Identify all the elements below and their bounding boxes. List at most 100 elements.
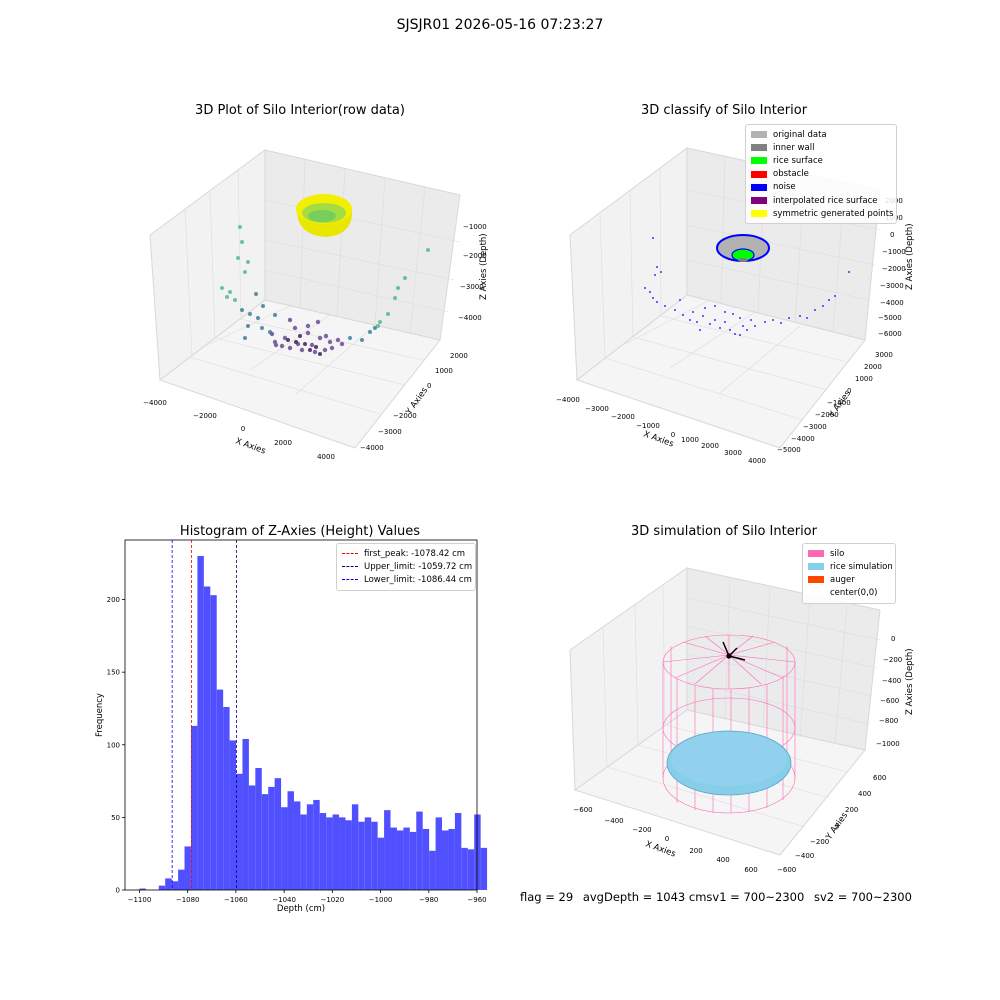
raw-xtick: −2000: [193, 412, 217, 420]
classify-ztick: −1000: [882, 248, 906, 256]
histogram-bar: [184, 846, 191, 890]
status-flag: flag = 29: [520, 890, 574, 904]
histogram-bar: [178, 869, 185, 890]
histogram-bar: [242, 738, 249, 890]
simulation-ztick: −400: [882, 677, 901, 685]
histogram-ytick-label: 100: [107, 741, 120, 749]
legend-swatch: [751, 157, 767, 165]
classify-ytick: −5000: [777, 446, 801, 454]
raw-3d-plot: −4000 −2000 0 2000 4000 2000 1000 0 −200…: [143, 149, 489, 461]
raw-ztick: −1000: [463, 223, 487, 231]
histogram-bar: [255, 768, 262, 890]
classify-xtick: 2000: [701, 442, 719, 450]
legend-item: rice surface: [751, 154, 891, 167]
classify-noise-points: [644, 237, 850, 336]
histogram-bar: [287, 791, 294, 890]
histogram-bar: [261, 794, 269, 890]
classify-zlabel: Z Axies (Depth): [905, 223, 915, 290]
classify-ztick: −2000: [882, 265, 906, 273]
simulation-xtick: −600: [573, 806, 592, 814]
histogram-legend: first_peak: -1078.42 cm Upper_limit: -10…: [336, 543, 476, 591]
raw-xtick: 2000: [274, 439, 292, 447]
histogram-bar: [435, 817, 443, 890]
histogram-bar: [396, 830, 404, 890]
classify-ytick: −3000: [803, 423, 827, 431]
simulation-ytick: −400: [795, 852, 814, 860]
raw-ytick: −4000: [360, 444, 384, 452]
legend-item: obstacle: [751, 168, 891, 181]
legend-swatch: [808, 563, 824, 571]
histogram-bar: [281, 807, 288, 890]
status-line: flag = 29 avgDepth = 1043 cmsv1 = 700~23…: [520, 890, 918, 904]
histogram-bar: [474, 814, 481, 890]
classify-ztick: −6000: [878, 330, 902, 338]
histogram-bar: [364, 817, 372, 890]
legend-swatch: [808, 589, 824, 597]
classify-ytick: −2000: [815, 411, 839, 419]
simulation-ztick: −600: [880, 697, 899, 705]
legend-item: Upper_limit: -1059.72 cm: [342, 560, 472, 573]
histogram-xlabel: Depth (cm): [277, 904, 325, 914]
histogram-bar: [139, 888, 146, 890]
classify-legend: original data inner wall rice surface ob…: [745, 124, 897, 225]
histogram-bar: [210, 595, 217, 890]
raw-xtick: −4000: [143, 399, 167, 407]
simulation-3d-plot: −600 −400 −200 0 200 400 600 600 400 200…: [569, 567, 915, 874]
simulation-ztick: 0: [891, 635, 895, 643]
histogram-bar: [358, 821, 365, 890]
legend-swatch: [751, 183, 767, 191]
histogram-bar: [248, 785, 256, 890]
classify-ytick: 3000: [875, 351, 893, 359]
histogram-bar: [429, 850, 436, 890]
classify-ztick: −4000: [880, 299, 904, 307]
simulation-ztick: −200: [883, 656, 902, 664]
auger-marker: [722, 641, 746, 661]
histogram-bar: [171, 881, 179, 890]
raw-xlabel: X Axies: [234, 436, 267, 456]
histogram-xtick-label: −960: [467, 896, 486, 904]
histogram-bar: [345, 820, 352, 890]
histogram-bar: [306, 804, 314, 890]
histogram-bar: [319, 813, 327, 890]
legend-item: symmetric generated points: [751, 207, 894, 220]
histogram-vlines: [171, 540, 237, 890]
simulation-ytick: −200: [810, 838, 829, 846]
classify-ztick: −5000: [878, 314, 902, 322]
histogram-bar: [190, 725, 198, 890]
raw-ytick: 1000: [435, 367, 453, 375]
histogram-bar: [448, 829, 455, 890]
histogram-chart: −1100 −1080 −1060 −1040 −1020 −1000 −980 −960 0…: [95, 539, 488, 914]
histogram-bar: [339, 817, 346, 890]
classify-3d-plot: −4000 −3000 −2000 −1000 0 1000 2000 3000…: [556, 147, 915, 465]
histogram-xtick-label: −1020: [320, 896, 344, 904]
raw-gridlines: [184, 159, 461, 415]
histogram-bar: [197, 555, 204, 890]
rice-simulation-surface: [666, 730, 792, 796]
histogram-xticks: −1100 −1080 −1060 −1040 −1020 −1000 −980 −960: [128, 890, 487, 904]
simulation-xtick: 400: [716, 856, 729, 864]
classify-xtick: 3000: [724, 449, 742, 457]
legend-item: first_peak: -1078.42 cm: [342, 547, 470, 560]
histogram-bar: [165, 878, 172, 890]
classify-ytick: 0: [847, 387, 851, 395]
histogram-ytick-label: 150: [107, 669, 120, 677]
legend-line: [342, 553, 358, 555]
histogram-bar: [416, 811, 423, 890]
histogram-bar: [384, 810, 391, 890]
classify-ytick: −4000: [791, 435, 815, 443]
histogram-bar: [274, 778, 282, 890]
simulation-legend: silo rice simulation auger center(0,0): [802, 543, 896, 604]
histogram-bar: [454, 813, 462, 890]
histogram-bar: [300, 814, 307, 890]
histogram-bar: [390, 827, 397, 890]
histogram-xtick-label: −1060: [224, 896, 248, 904]
histogram-xtick-label: −1100: [128, 896, 152, 904]
histogram-bar: [203, 586, 211, 890]
simulation-plot-title: 3D simulation of Silo Interior: [631, 524, 817, 539]
simulation-ytick: 400: [858, 790, 871, 798]
histogram-ytick-label: 0: [116, 887, 120, 895]
histogram-xtick-label: −1000: [369, 896, 393, 904]
raw-ztick: −3000: [460, 283, 484, 291]
classify-xtick: −1000: [636, 422, 660, 430]
status-sv2: sv2 = 700~2300: [813, 890, 912, 904]
